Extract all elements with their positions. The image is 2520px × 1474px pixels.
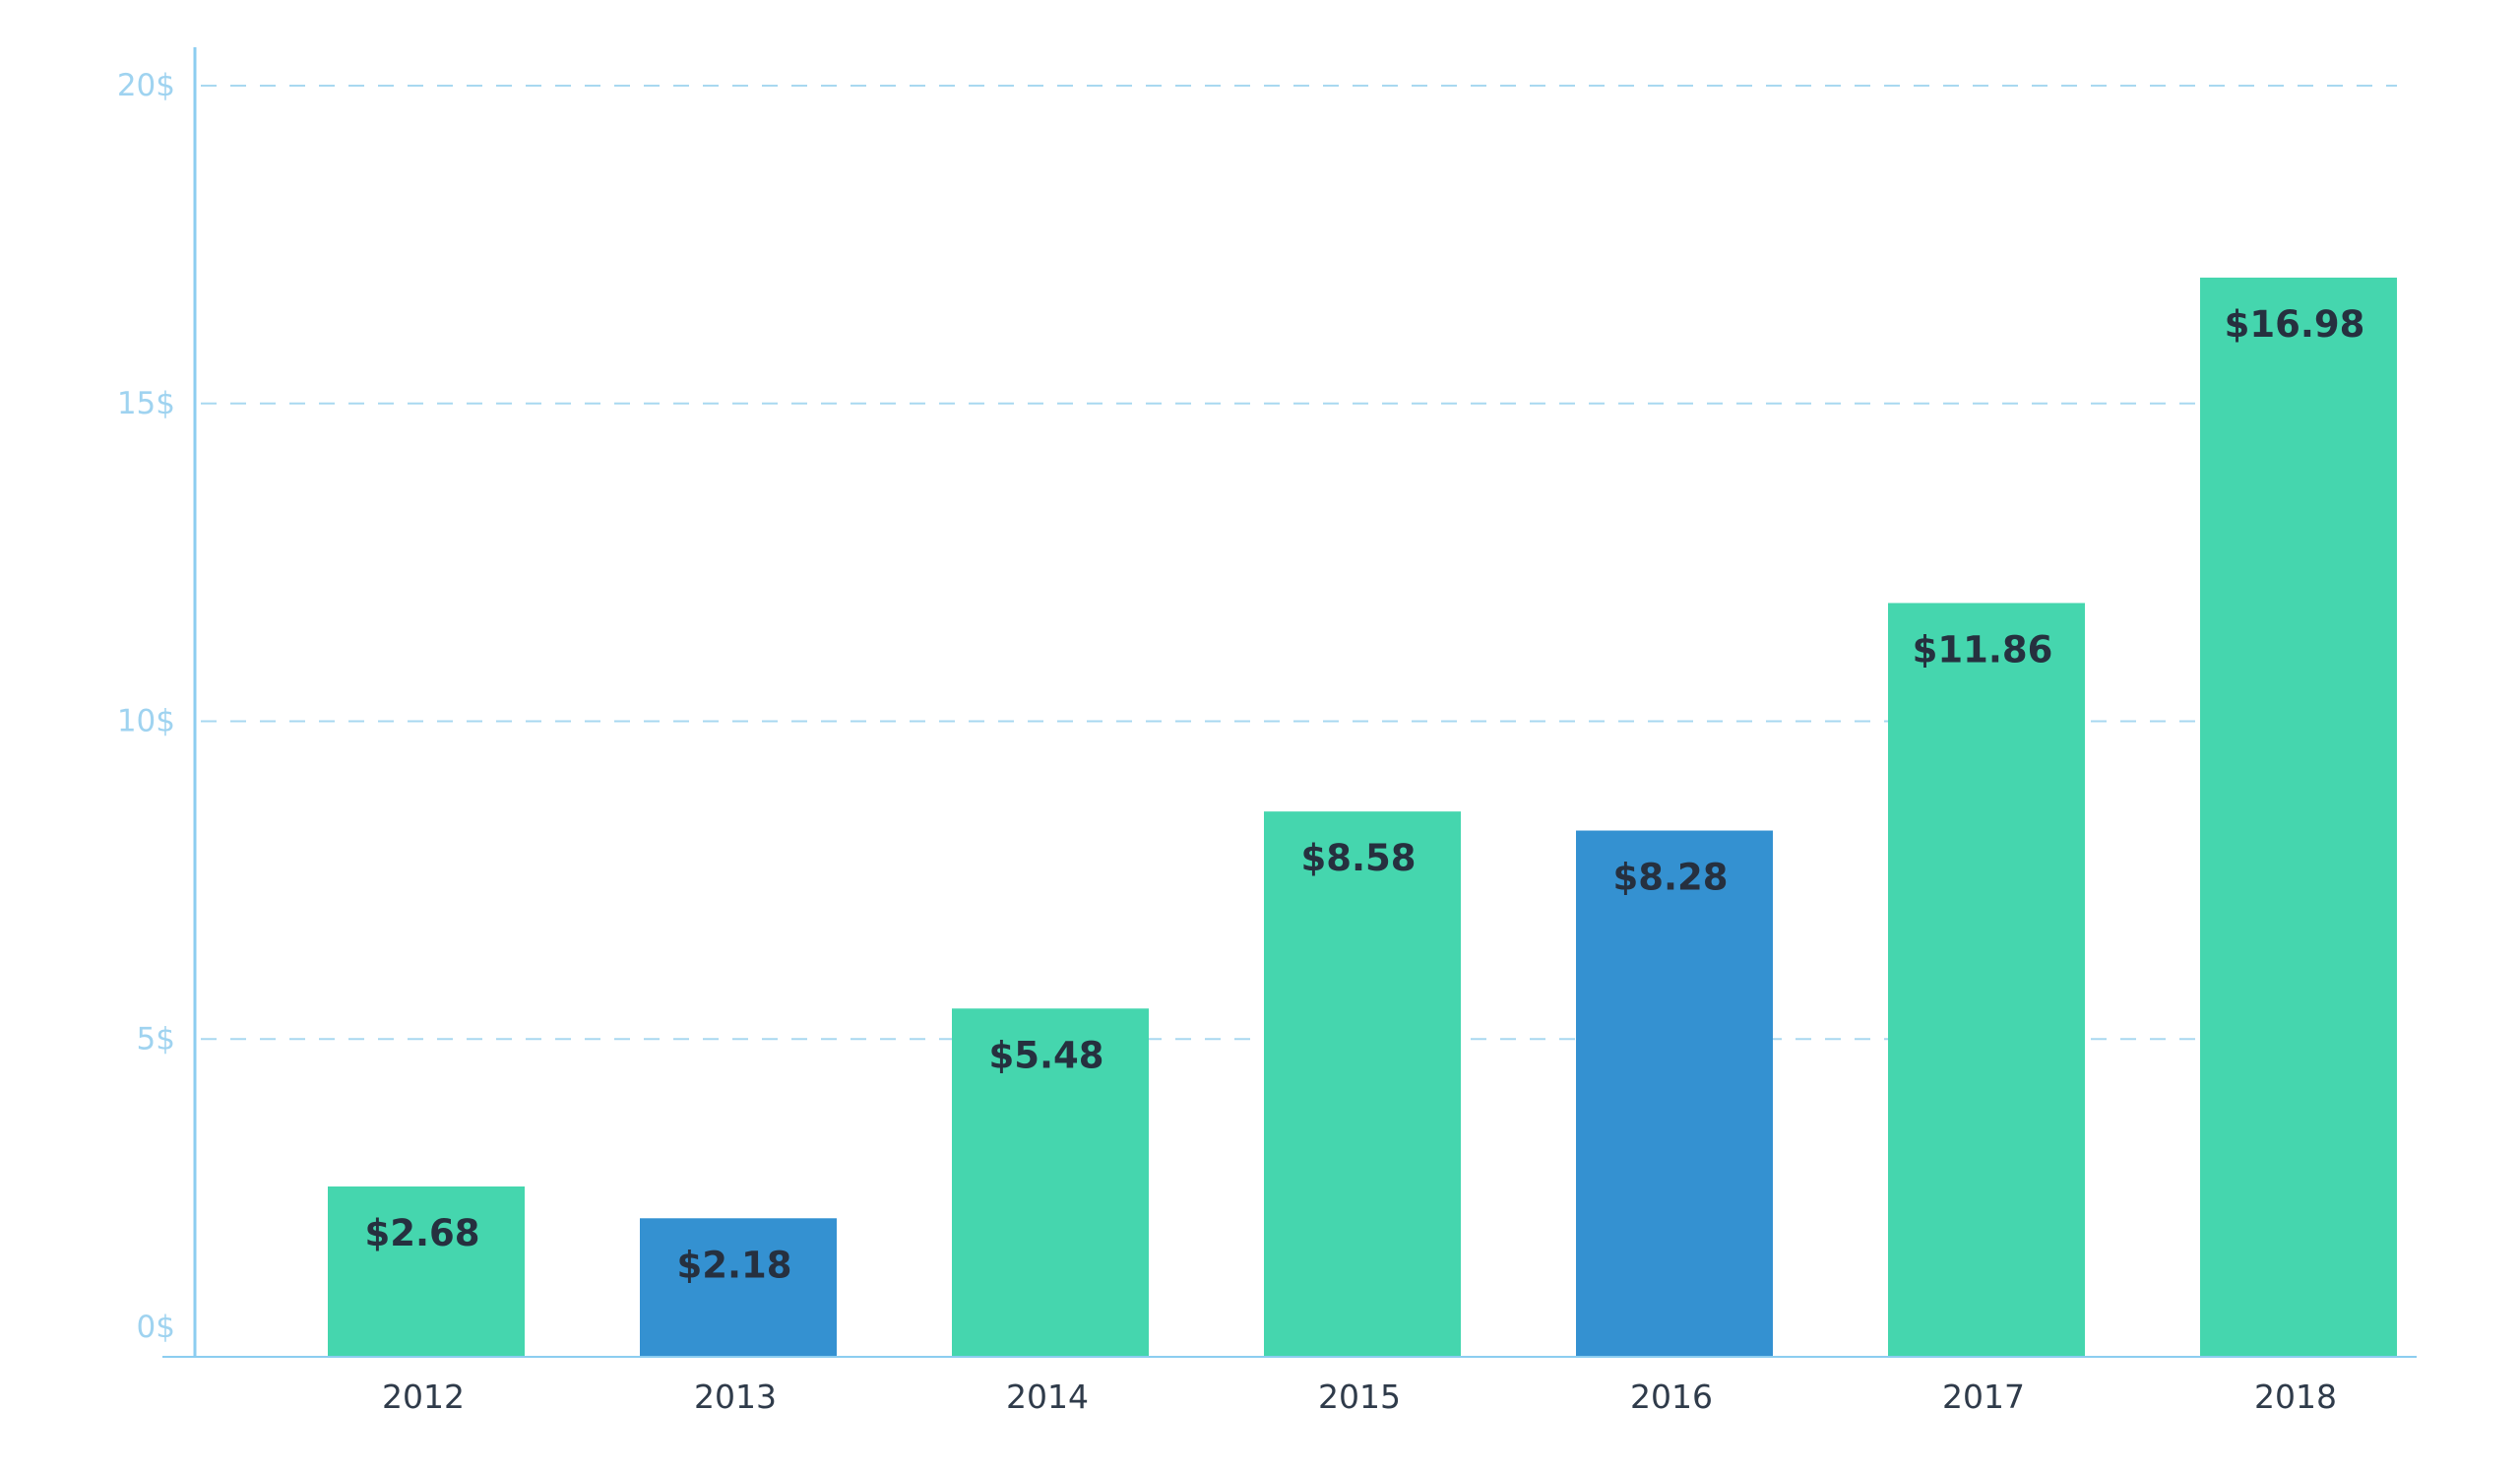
y-tick-label: 20$: [117, 68, 175, 103]
y-tick-label: 0$: [137, 1310, 175, 1345]
bar: [952, 1008, 1149, 1357]
bar: [640, 1218, 837, 1357]
bar: [1888, 603, 2085, 1357]
y-tick-label: 10$: [117, 704, 175, 739]
data-label: $8.28: [1612, 857, 1728, 899]
x-tick-label: 2012: [382, 1378, 465, 1416]
bar: [328, 1186, 525, 1357]
data-label: $11.86: [1913, 628, 2053, 671]
bar: [1264, 811, 1461, 1357]
data-label: $2.18: [676, 1244, 791, 1286]
data-label: $8.58: [1300, 837, 1416, 879]
x-tick-label: 2017: [1942, 1378, 2025, 1416]
data-label: $16.98: [2225, 303, 2365, 346]
bar: [2200, 277, 2397, 1357]
y-tick-label: 15$: [117, 386, 175, 421]
x-tick-label: 2015: [1318, 1378, 1401, 1416]
x-tick-label: 2016: [1630, 1378, 1713, 1416]
data-label: $2.68: [364, 1212, 479, 1254]
x-tick-label: 2014: [1006, 1378, 1089, 1416]
x-tick-label: 2013: [694, 1378, 777, 1416]
bar: [1576, 830, 1773, 1357]
x-tick-label: 2018: [2254, 1378, 2337, 1416]
y-tick-label: 5$: [137, 1021, 175, 1057]
data-label: $5.48: [988, 1034, 1103, 1076]
